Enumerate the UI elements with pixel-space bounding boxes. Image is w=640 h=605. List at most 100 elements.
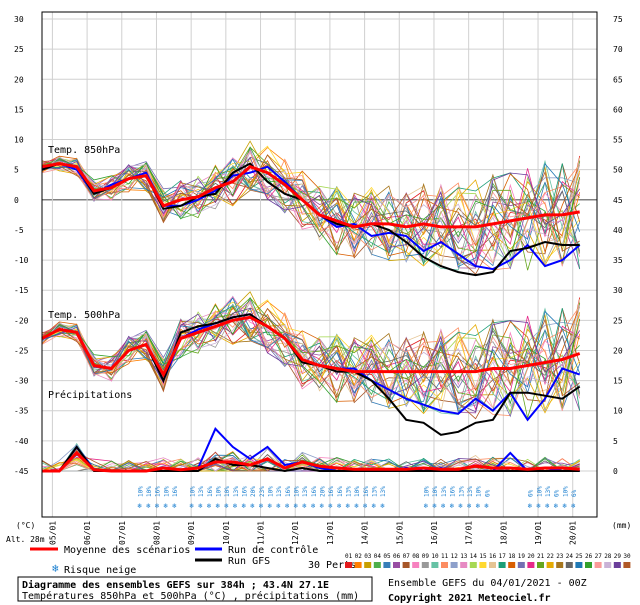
x-tick-label: 12/01 — [291, 521, 300, 545]
pert-legend-label: 10 — [431, 553, 439, 560]
snow-pct: 13% — [372, 486, 379, 497]
pert-legend-swatch — [604, 562, 612, 568]
pert-legend-label: 23 — [556, 553, 564, 560]
right-unit: (mm) — [612, 521, 631, 530]
pert-line-precip — [42, 449, 580, 472]
snow-flake: ❄ — [293, 502, 297, 510]
snow-pct: 16% — [172, 486, 179, 497]
pert-legend-label: 12 — [451, 553, 459, 560]
left-tick-label: 5 — [14, 166, 19, 175]
snow-pct: 10% — [137, 486, 144, 497]
pert-line-t500 — [41, 300, 581, 412]
pert-legend-swatch — [594, 562, 602, 568]
pert-line-t850 — [41, 150, 581, 267]
pert-legend-swatch — [537, 562, 544, 568]
snow-flake: ❄ — [233, 502, 237, 510]
pert-legend-label: 15 — [479, 553, 487, 560]
pert-legend-label: 14 — [470, 553, 478, 560]
snow-flake: ❄ — [276, 502, 280, 510]
snow-pct: 10% — [215, 486, 222, 497]
x-tick-label: 17/01 — [465, 521, 474, 545]
pert-legend-swatch — [585, 562, 592, 568]
pert-line-t500 — [41, 306, 581, 404]
left-tick-label: 15 — [14, 105, 24, 114]
snow-pct: 10% — [163, 486, 170, 497]
snow-flake: ❄ — [241, 502, 245, 510]
right-tick-label: 55 — [613, 136, 623, 145]
left-tick-label: 30 — [14, 15, 24, 24]
snow-flake: ❄ — [146, 502, 150, 510]
right-tick-label: 15 — [613, 377, 623, 386]
snow-flake: ❄ — [458, 502, 462, 510]
snow-flake: ❄ — [137, 502, 141, 510]
snow-flake: ❄ — [476, 502, 480, 510]
left-tick-label: -40 — [14, 437, 29, 446]
snow-pct: 13% — [545, 486, 552, 497]
right-tick-label: 25 — [613, 316, 623, 325]
pert-line-t850 — [41, 154, 580, 275]
snow-flake: ❄ — [346, 502, 350, 510]
pert-legend-swatch — [479, 562, 487, 568]
pert-legend-label: 01 — [345, 553, 353, 560]
left-tick-label: 25 — [14, 45, 24, 54]
pert-legend-swatch — [508, 562, 516, 568]
pert-legend-swatch — [393, 562, 400, 568]
snow-flake: ❄ — [528, 502, 532, 510]
snow-flake: ❄ — [441, 502, 445, 510]
pert-legend-swatch — [431, 562, 439, 568]
pert-line-t850 — [41, 155, 581, 257]
snow-pct: 16% — [363, 486, 370, 497]
snow-flake: ❄ — [467, 502, 471, 510]
snow-pct: 16% — [337, 486, 344, 497]
snow-pct: 10% — [189, 486, 196, 497]
snow-flake: ❄ — [424, 502, 428, 510]
x-tick-label: 07/01 — [118, 521, 127, 545]
snow-flake: ❄ — [372, 502, 376, 510]
legend-control: Run de contrôle — [228, 544, 318, 556]
x-tick-label: 19/01 — [534, 521, 543, 545]
pert-legend-swatch — [517, 562, 525, 568]
snow-flake: ❄ — [285, 502, 289, 510]
legend-mean: Moyenne des scénarios — [64, 544, 190, 556]
snow-pct: 6% — [528, 489, 535, 497]
right-tick-label: 50 — [613, 166, 623, 175]
pert-legend-swatch — [527, 562, 535, 568]
pert-legend-swatch — [421, 562, 429, 568]
pert-legend-label: 05 — [383, 553, 391, 560]
mean-line-t850 — [41, 162, 580, 229]
snow-pct: 10% — [536, 486, 543, 497]
pert-legend-label: 07 — [403, 553, 411, 560]
mean-line-t500 — [41, 315, 581, 378]
pert-line-t850 — [41, 157, 580, 266]
snow-pct: 10% — [224, 486, 231, 497]
pert-legend-swatch — [613, 562, 621, 568]
right-tick-label: 35 — [613, 256, 623, 265]
pert-line-t500 — [41, 304, 581, 415]
x-tick-label: 06/01 — [83, 521, 92, 545]
pert-legend-label: 08 — [412, 553, 420, 560]
snow-flake: ❄ — [484, 502, 488, 510]
snow-flake: ❄ — [302, 502, 306, 510]
plot-frame — [41, 11, 598, 518]
snow-pct: 10% — [476, 486, 483, 497]
x-tick-label: 08/01 — [152, 521, 161, 545]
t500-label: Temp. 500hPa — [48, 310, 120, 321]
snow-pct: 20% — [250, 486, 257, 497]
right-tick-label: 30 — [613, 286, 623, 295]
footer-box — [17, 576, 373, 602]
snow-pct: 6% — [554, 489, 561, 497]
snow-pct: 6% — [484, 489, 491, 497]
right-tick-label: 75 — [613, 15, 623, 24]
snow-flake: ❄ — [354, 502, 358, 510]
snow-pct: 10% — [432, 486, 439, 497]
snow-flake: ❄ — [328, 502, 332, 510]
x-tick-label: 13/01 — [326, 521, 335, 545]
snow-flake: ❄ — [432, 502, 436, 510]
snow-pct: 16% — [450, 486, 457, 497]
x-tick-label: 09/01 — [187, 521, 196, 545]
legend: Moyenne des scénarios Run de contrôle Ru… — [30, 544, 631, 576]
right-tick-label: 10 — [613, 407, 623, 416]
snow-pct: 13% — [380, 486, 387, 497]
pert-legend-label: 13 — [460, 553, 468, 560]
axes — [41, 11, 598, 518]
